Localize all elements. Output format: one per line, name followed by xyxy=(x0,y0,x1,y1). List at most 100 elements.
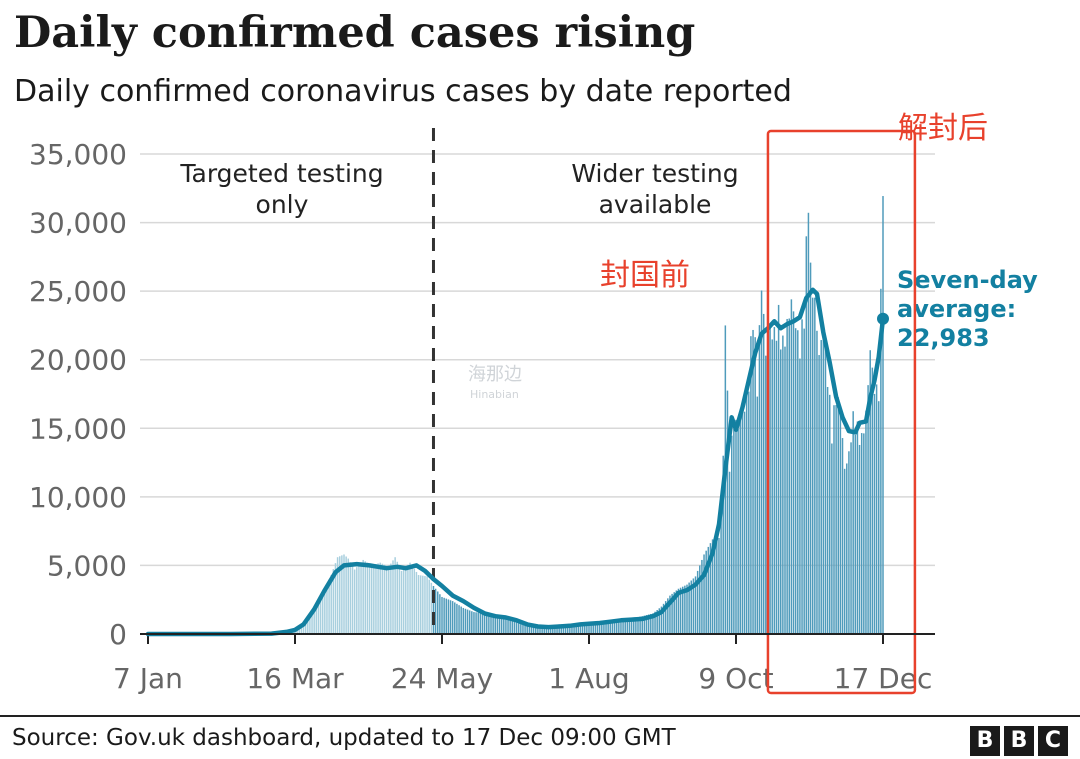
daily-bar xyxy=(577,623,580,634)
daily-bar xyxy=(735,419,737,634)
daily-bar xyxy=(809,262,812,634)
daily-bar xyxy=(313,609,315,634)
daily-bar xyxy=(692,578,695,634)
daily-bar xyxy=(730,435,733,634)
daily-bar xyxy=(664,601,667,634)
daily-bar xyxy=(475,612,477,634)
daily-bar xyxy=(422,575,424,634)
daily-bar xyxy=(728,471,731,634)
daily-bar xyxy=(554,624,556,634)
daily-bar xyxy=(466,609,469,634)
daily-bar xyxy=(686,584,688,634)
daily-bar xyxy=(573,623,575,634)
daily-bar xyxy=(811,297,814,634)
daily-bar xyxy=(464,608,467,634)
daily-bar xyxy=(856,421,859,634)
daily-bar xyxy=(477,612,479,634)
daily-bar xyxy=(447,599,450,634)
daily-bar xyxy=(396,561,399,634)
daily-bar xyxy=(449,600,452,634)
daily-bar xyxy=(302,623,305,634)
daily-bar xyxy=(637,616,639,634)
daily-bar xyxy=(826,386,829,634)
y-tick-label: 15,000 xyxy=(29,412,127,445)
daily-bar xyxy=(341,555,343,634)
daily-bar xyxy=(430,582,433,634)
daily-bar xyxy=(681,586,684,634)
daily-bar xyxy=(407,564,409,634)
daily-bar xyxy=(765,355,767,634)
daily-bar xyxy=(490,615,492,634)
daily-bar xyxy=(837,397,840,634)
daily-bar xyxy=(852,411,854,634)
daily-bar xyxy=(805,236,808,634)
daily-bar xyxy=(598,621,601,634)
daily-bar xyxy=(569,624,571,634)
daily-bar xyxy=(797,330,799,634)
daily-bar xyxy=(524,623,526,634)
daily-bar xyxy=(713,538,716,634)
daily-bar xyxy=(362,559,364,634)
daily-bar xyxy=(560,624,563,634)
daily-bar xyxy=(534,625,537,634)
daily-bar xyxy=(737,429,739,634)
daily-bar xyxy=(488,614,490,634)
daily-bar xyxy=(424,576,426,634)
daily-bar xyxy=(513,621,516,634)
daily-bar xyxy=(511,620,514,634)
daily-bar xyxy=(304,620,307,634)
daily-bar xyxy=(679,587,682,634)
daily-bar xyxy=(624,618,626,634)
daily-bar xyxy=(848,451,850,634)
footer-rule xyxy=(0,715,1080,717)
daily-bar xyxy=(498,617,501,634)
region-label: available xyxy=(599,190,712,219)
daily-bar xyxy=(321,592,324,634)
daily-bar xyxy=(639,616,641,634)
daily-bar xyxy=(505,618,507,634)
daily-bar xyxy=(869,350,871,634)
daily-bar xyxy=(468,610,471,634)
daily-bar xyxy=(733,428,735,634)
daily-bar xyxy=(517,622,520,634)
chart-title: Daily confirmed cases rising xyxy=(14,8,696,58)
x-tick-label: 16 Mar xyxy=(246,662,344,695)
daily-bar xyxy=(537,625,539,634)
daily-bar xyxy=(743,411,746,634)
daily-bar xyxy=(298,626,301,634)
daily-bar xyxy=(575,623,577,634)
daily-bar xyxy=(324,588,326,634)
daily-bar xyxy=(596,621,599,634)
daily-bar xyxy=(635,617,637,634)
daily-bar xyxy=(632,617,635,634)
daily-bar xyxy=(701,559,703,634)
daily-bar xyxy=(703,554,705,634)
daily-bar xyxy=(381,563,384,634)
daily-bar xyxy=(562,624,565,634)
seven-day-label-line: 22,983 xyxy=(897,324,990,352)
daily-bar xyxy=(677,588,680,634)
daily-bar xyxy=(400,570,403,634)
daily-bar xyxy=(571,624,573,634)
daily-bar xyxy=(530,624,533,634)
daily-bar xyxy=(413,568,416,634)
daily-bar xyxy=(846,463,848,634)
daily-bar xyxy=(675,590,678,634)
daily-bar xyxy=(558,624,560,634)
daily-bar xyxy=(345,556,347,634)
daily-bar xyxy=(315,605,318,634)
daily-bar xyxy=(432,586,435,634)
daily-bar xyxy=(436,591,439,634)
daily-bar xyxy=(860,433,863,634)
daily-bar xyxy=(739,419,742,634)
daily-bar xyxy=(833,405,835,634)
daily-bar xyxy=(532,625,535,634)
cases-chart: 海那边 Hinabian 0 5,000 10,000 15,000 20,000 25,… xyxy=(29,111,1038,695)
daily-bar xyxy=(526,624,528,634)
x-axis-ticks: 7 Jan 16 Mar 24 May 1 Aug 9 Oct 17 Dec xyxy=(113,634,932,695)
daily-bar xyxy=(483,613,486,634)
daily-bar xyxy=(445,598,448,634)
daily-bar xyxy=(784,346,786,634)
daily-bar xyxy=(684,585,686,634)
